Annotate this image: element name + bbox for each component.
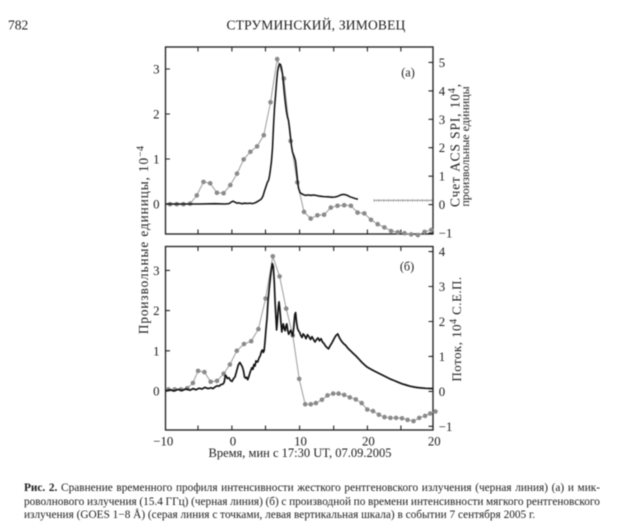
svg-text:0: 0 [153,198,159,212]
svg-text:Счет ACS SPI, 104,: Счет ACS SPI, 104, [447,83,463,207]
svg-text:0: 0 [439,198,445,212]
svg-text:произвольные единицы: произвольные единицы [458,86,472,206]
svg-text:Поток, 104 С.Е.П.: Поток, 104 С.Е.П. [448,276,464,381]
svg-text:−10: −10 [153,435,173,449]
svg-text:4: 4 [439,84,446,98]
svg-text:2: 2 [153,304,159,318]
svg-text:3: 3 [439,280,445,294]
svg-text:−1: −1 [439,227,453,241]
svg-text:3: 3 [153,264,159,278]
svg-text:3: 3 [439,113,445,127]
svg-text:Время, мин с 17:30 UT, 07.09.2: Время, мин с 17:30 UT, 07.09.2005 [209,446,392,460]
svg-text:0: 0 [153,385,159,399]
svg-text:2: 2 [439,315,445,329]
svg-text:2: 2 [439,141,445,155]
svg-text:(а): (а) [401,65,415,79]
svg-text:1: 1 [153,344,159,358]
svg-text:Произвольные единицы, 10−4: Произвольные единицы, 10−4 [135,146,151,334]
svg-text:5: 5 [439,56,445,70]
svg-text:0: 0 [439,385,445,399]
svg-text:2: 2 [153,108,159,122]
svg-text:10: 10 [294,435,307,449]
svg-text:1: 1 [439,170,445,184]
svg-text:1: 1 [153,153,159,167]
svg-text:(б): (б) [400,260,414,274]
svg-text:782: 782 [8,18,28,33]
svg-text:СТРУМИНСКИЙ, ЗИМОВЕЦ: СТРУМИНСКИЙ, ЗИМОВЕЦ [226,17,405,32]
svg-text:20: 20 [428,435,441,449]
svg-text:−1: −1 [439,420,453,434]
svg-text:0: 0 [230,435,236,449]
svg-text:4: 4 [439,245,446,259]
svg-text:20: 20 [362,435,375,449]
svg-text:1: 1 [439,350,445,364]
svg-text:3: 3 [153,63,159,77]
